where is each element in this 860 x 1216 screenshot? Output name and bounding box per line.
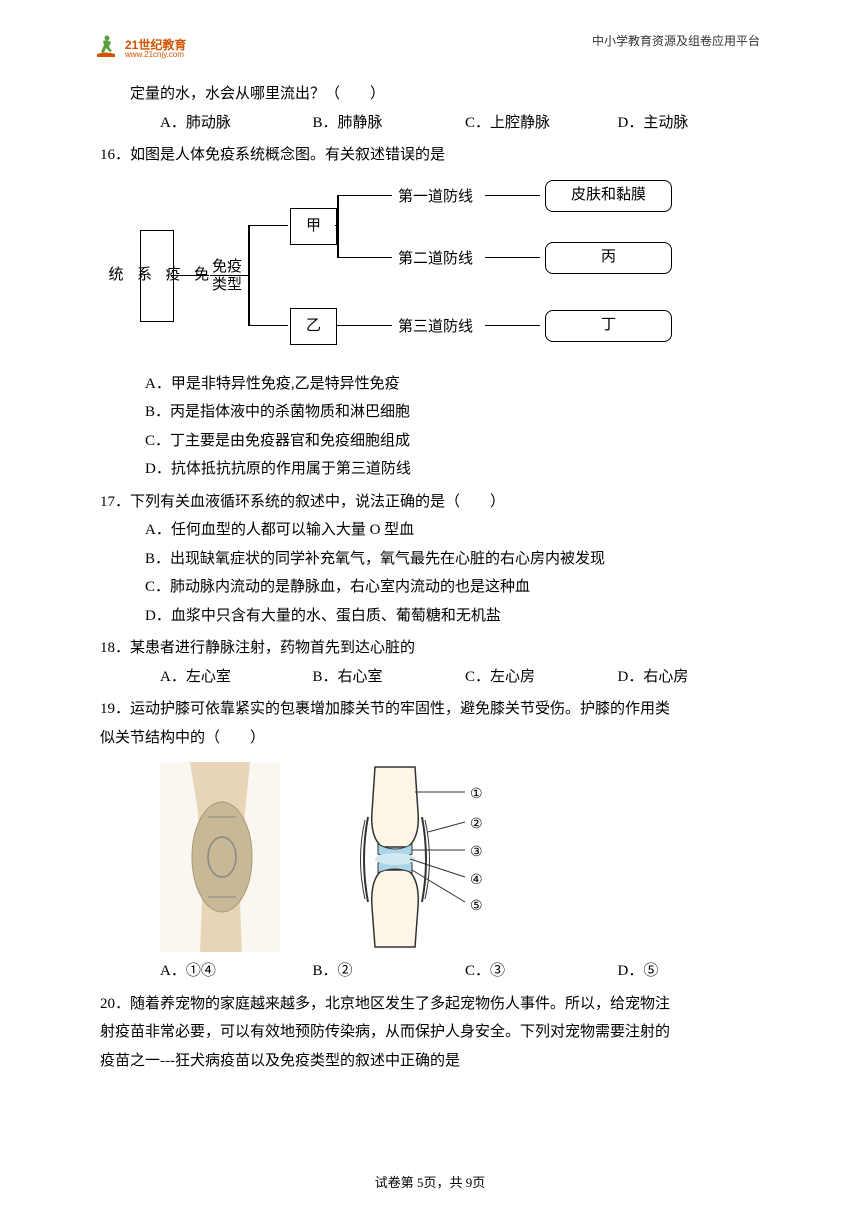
q15-opt-a: A．肺动脉: [160, 109, 313, 138]
q17-opt-a: A．任何血型的人都可以输入大量 O 型血: [145, 516, 770, 545]
q19-stem1: 19．运动护膝可依靠紧实的包裹增加膝关节的牢固性，避免膝关节受伤。护膝的作用类: [100, 695, 770, 724]
diagram-line: [485, 195, 540, 197]
diagram-box1: 皮肤和黏膜: [545, 180, 672, 212]
diagram-line: [248, 225, 288, 227]
diagram-line: [210, 275, 248, 277]
diagram-line2-label: 第二道防线: [398, 245, 473, 274]
q18-opt-a: A．左心室: [160, 663, 313, 692]
q19-stem2: 似关节结构中的（ ）: [100, 724, 770, 753]
q15-cont-text: 定量的水，水会从哪里流出？（ ）: [100, 80, 770, 109]
q16-opt-a: A．甲是非特异性免疫,乙是特异性免疫: [145, 370, 770, 399]
q17-opt-c: C．肺动脉内流动的是静脉血，右心室内流动的也是这种血: [145, 573, 770, 602]
q20: 20．随着养宠物的家庭越来越多，北京地区发生了多起宠物伤人事件。所以，给宠物注 …: [100, 990, 770, 1076]
q19-label-3: ③: [470, 840, 483, 867]
q18-opt-d: D．右心房: [618, 663, 771, 692]
q15-opt-b: B．肺静脉: [313, 109, 466, 138]
q17: 17．下列有关血液循环系统的叙述中，说法正确的是（ ） A．任何血型的人都可以输…: [100, 488, 770, 631]
q18-stem: 18．某患者进行静脉注射，药物首先到达心脏的: [100, 634, 770, 663]
q20-stem1: 20．随着养宠物的家庭越来越多，北京地区发生了多起宠物伤人事件。所以，给宠物注: [100, 990, 770, 1019]
q15-continuation: 定量的水，水会从哪里流出？（ ） A．肺动脉 B．肺静脉 C．上腔静脉 D．主动…: [100, 80, 770, 137]
q19-opt-b: B．②: [313, 957, 466, 986]
q16-opt-d: D．抗体抵抗抗原的作用属于第三道防线: [145, 455, 770, 484]
diagram-box3: 丁: [545, 310, 672, 342]
q19-label-1: ①: [470, 782, 483, 809]
q15-opt-d: D．主动脉: [618, 109, 771, 138]
q20-stem3: 疫苗之一---狂犬病疫苗以及免疫类型的叙述中正确的是: [100, 1047, 770, 1076]
q19-options: A．①④ B．② C．③ D．⑤: [160, 957, 770, 986]
header-right-text: 中小学教育资源及组卷应用平台: [592, 30, 760, 53]
q16-opt-b: B．丙是指体液中的杀菌物质和淋巴细胞: [145, 398, 770, 427]
q19-label-4: ④: [470, 868, 483, 895]
q18: 18．某患者进行静脉注射，药物首先到达心脏的 A．左心室 B．右心室 C．左心房…: [100, 634, 770, 691]
q16-diagram: 免疫系统 免疫类型 甲 乙 第: [140, 180, 700, 360]
content-area: 定量的水，水会从哪里流出？（ ） A．肺动脉 B．肺静脉 C．上腔静脉 D．主动…: [100, 80, 770, 1075]
diagram-line: [248, 325, 288, 327]
q17-opt-b: B．出现缺氧症状的同学补充氧气，氧气最先在心脏的右心房内被发现: [145, 545, 770, 574]
diagram-line: [174, 275, 209, 277]
diagram-line: [337, 195, 392, 197]
diagram-line: [248, 225, 250, 325]
logo-icon: [95, 35, 123, 63]
diagram-line3-label: 第三道防线: [398, 313, 473, 342]
q16: 16．如图是人体免疫系统概念图。有关叙述错误的是 免疫系统 免疫类型 甲 乙: [100, 141, 770, 484]
q20-stem2: 射疫苗非常必要，可以有效地预防传染病，从而保护人身安全。下列对宠物需要注射的: [100, 1018, 770, 1047]
page: 中小学教育资源及组卷应用平台 21世纪教育 www.21cnjy.com 定量的…: [0, 0, 860, 1216]
knee-photo-illustration: [160, 762, 280, 952]
q19-opt-a: A．①④: [160, 957, 313, 986]
page-footer: 试卷第 5页，共 9页: [0, 1171, 860, 1196]
q19-diagram: ① ② ③ ④ ⑤: [160, 762, 770, 952]
q15-opt-c: C．上腔静脉: [465, 109, 618, 138]
logo-sub-text: www.21cnjy.com: [125, 51, 186, 59]
diagram-line1-label: 第一道防线: [398, 183, 473, 212]
q17-stem: 17．下列有关血液循环系统的叙述中，说法正确的是（ ）: [100, 488, 770, 517]
q18-opt-c: C．左心房: [465, 663, 618, 692]
q19-opt-c: C．③: [465, 957, 618, 986]
q19-label-2: ②: [470, 812, 483, 839]
knee-joint-diagram: ① ② ③ ④ ⑤: [320, 762, 510, 952]
diagram-line: [337, 325, 392, 327]
diagram-yi-box: 乙: [290, 308, 337, 345]
diagram-line: [485, 325, 540, 327]
diagram-line: [335, 225, 339, 227]
brand-logo: 21世纪教育 www.21cnjy.com: [95, 35, 186, 63]
q16-stem: 16．如图是人体免疫系统概念图。有关叙述错误的是: [100, 141, 770, 170]
q16-opt-c: C．丁主要是由免疫器官和免疫细胞组成: [145, 427, 770, 456]
q15-options: A．肺动脉 B．肺静脉 C．上腔静脉 D．主动脉: [160, 109, 770, 138]
diagram-jia-box: 甲: [290, 208, 337, 245]
q19-label-5: ⑤: [470, 894, 483, 921]
q18-options: A．左心室 B．右心室 C．左心房 D．右心房: [160, 663, 770, 692]
q18-opt-b: B．右心室: [313, 663, 466, 692]
diagram-line: [337, 257, 392, 259]
diagram-box2: 丙: [545, 242, 672, 274]
q17-opt-d: D．血浆中只含有大量的水、蛋白质、葡萄糖和无机盐: [145, 602, 770, 631]
logo-text: 21世纪教育 www.21cnjy.com: [125, 39, 186, 59]
diagram-line: [485, 257, 540, 259]
q19-opt-d: D．⑤: [618, 957, 771, 986]
diagram-root-box: 免疫系统: [140, 230, 174, 322]
q19: 19．运动护膝可依靠紧实的包裹增加膝关节的牢固性，避免膝关节受伤。护膝的作用类 …: [100, 695, 770, 986]
